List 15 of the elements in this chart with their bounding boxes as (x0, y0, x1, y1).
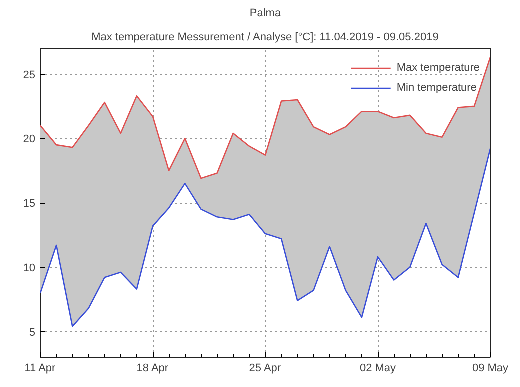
legend-label: Min temperature (396, 82, 477, 94)
x-tick-label: 02 May (360, 362, 397, 374)
chart-subtitle: Max temperature Messurement / Analyse [°C]: 11.04.2019 - 09.05.2019 (92, 32, 439, 44)
line-series (40, 148, 490, 328)
x-tick-label: 09 May (472, 362, 510, 374)
y-tick-label: 5 (29, 326, 36, 339)
y-tick-label: 20 (23, 134, 36, 146)
legend-label: Max temperature (396, 62, 480, 74)
chart-title: Palma (250, 8, 282, 20)
x-tick-label: 25 Apr (249, 362, 282, 374)
y-tick-label: 15 (23, 198, 36, 210)
y-tick-label: 10 (23, 262, 36, 274)
y-tick-label: 25 (23, 69, 36, 82)
x-tick-label: 11 Apr (24, 362, 56, 374)
x-tick-label: 18 Apr (136, 362, 169, 374)
